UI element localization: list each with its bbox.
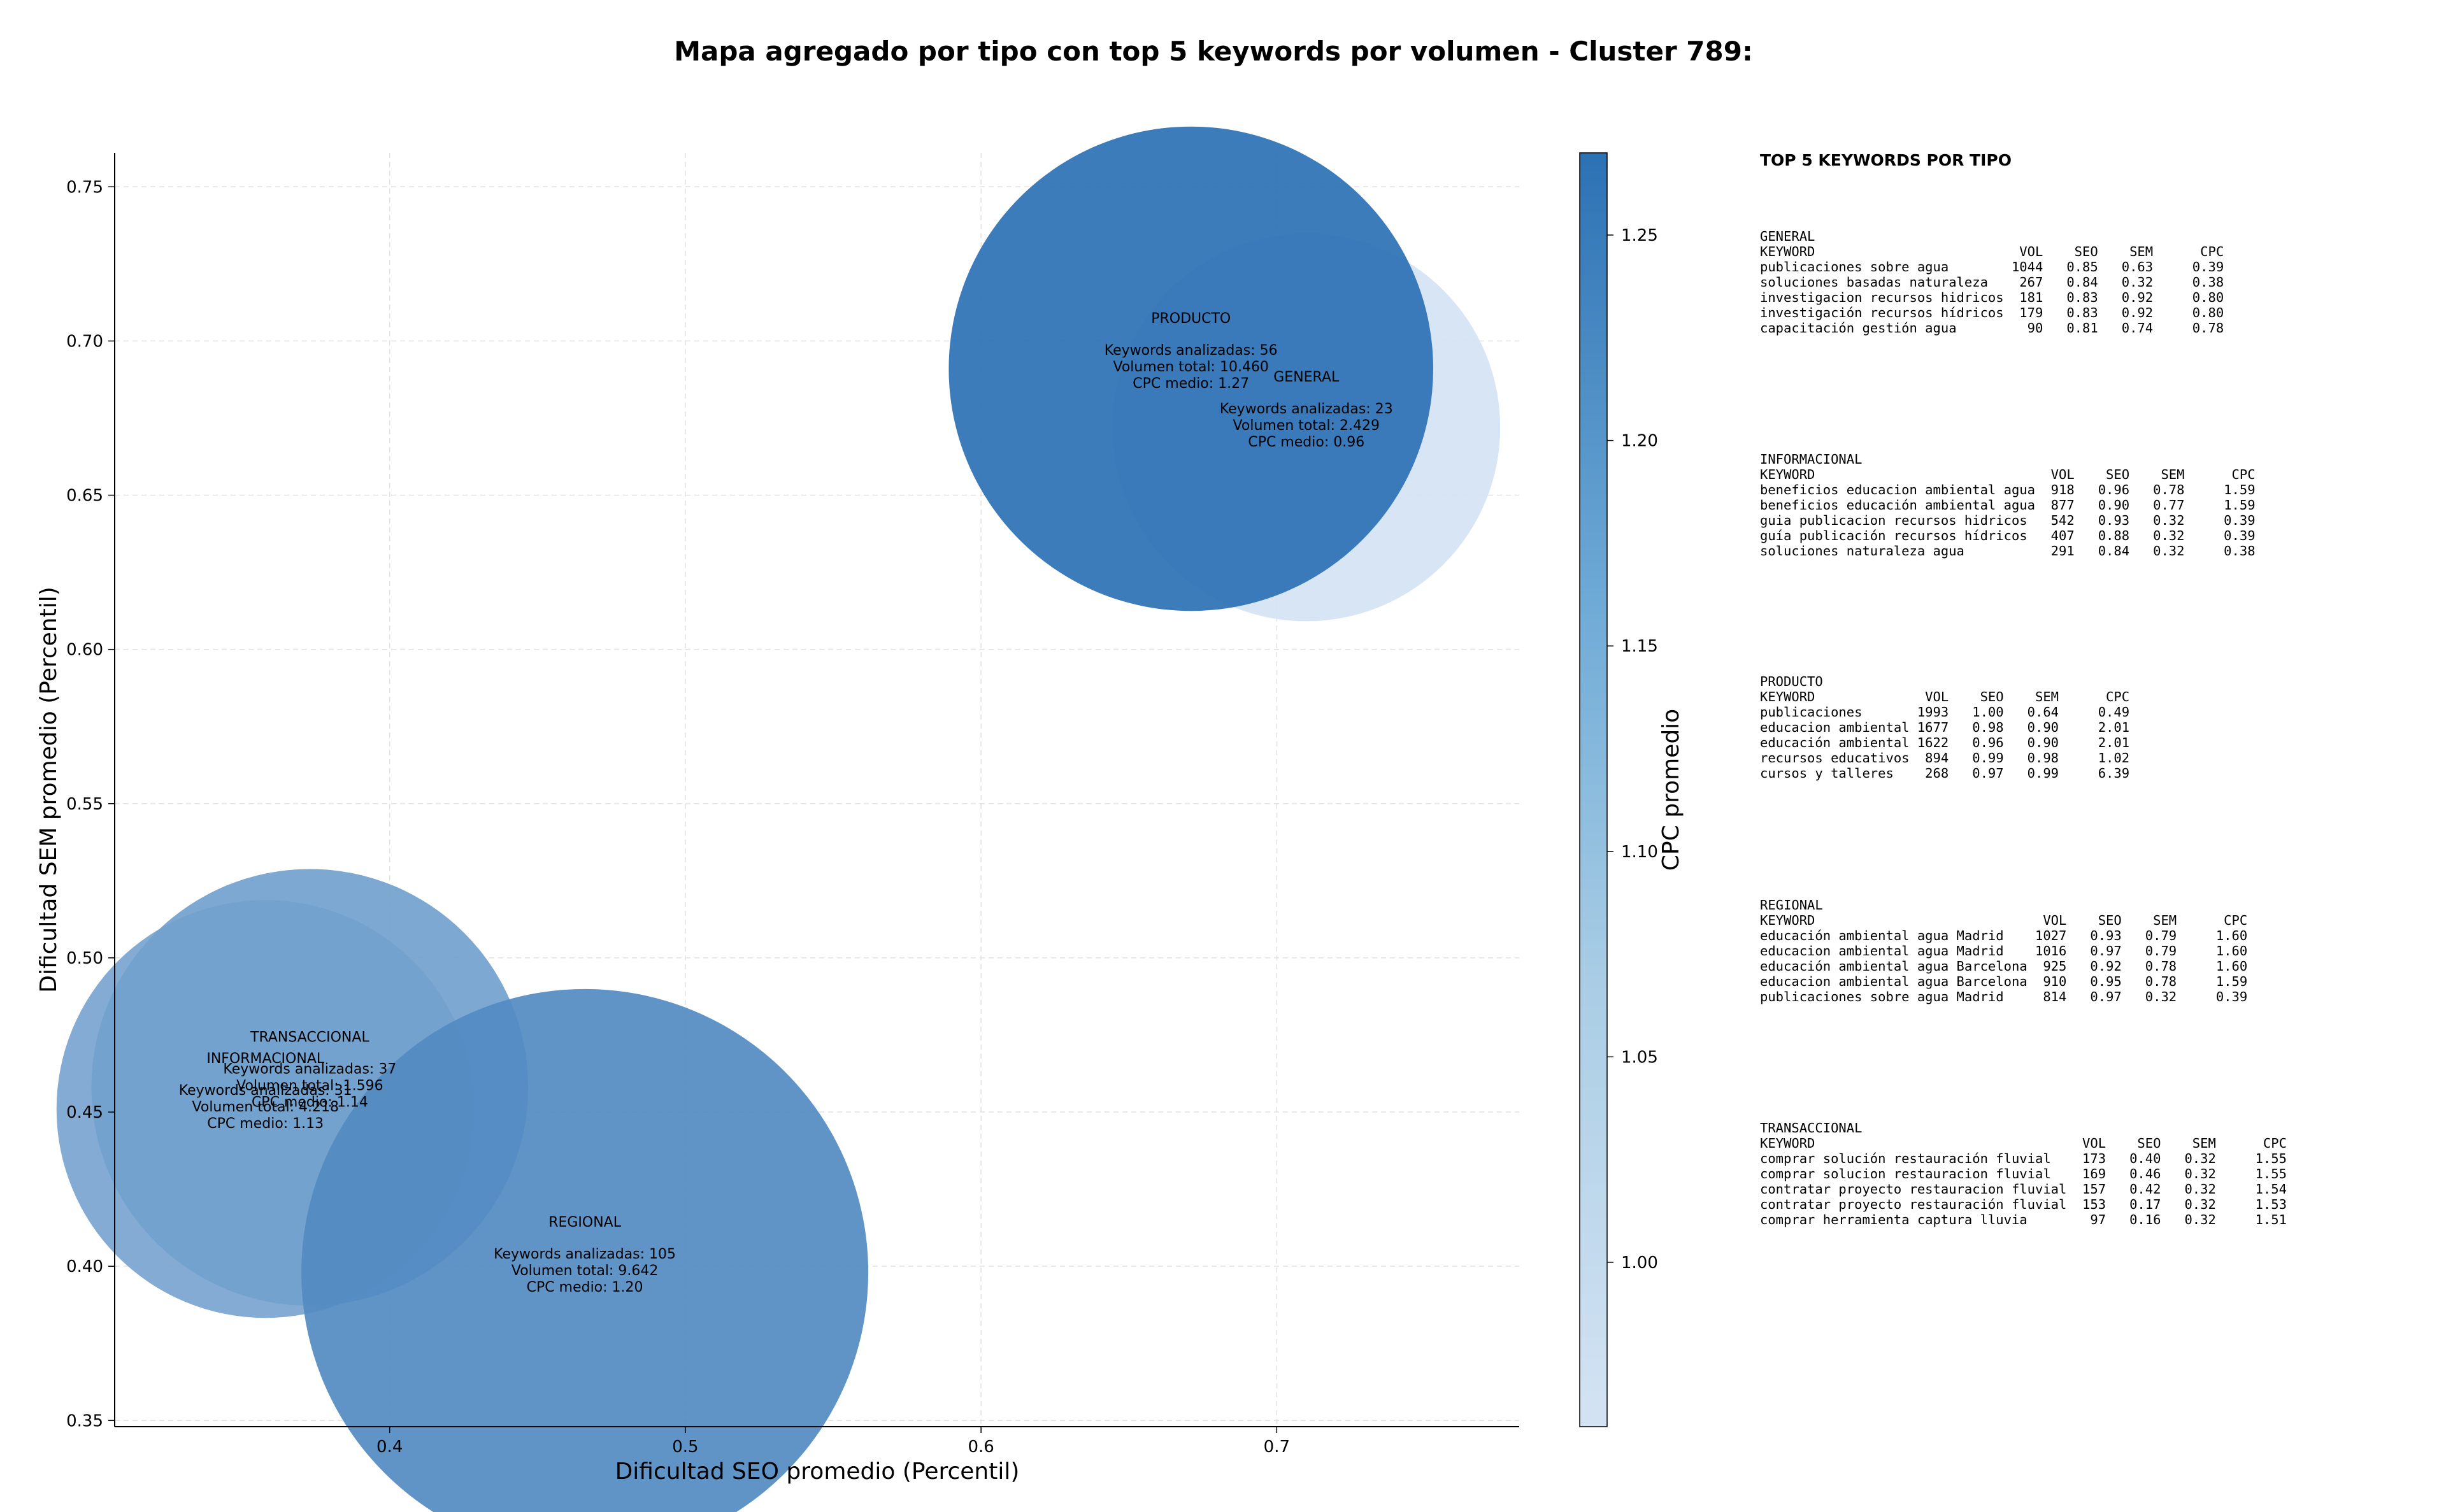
table-row: beneficios educacion ambiental agua 918 … bbox=[1760, 482, 2256, 497]
bubble-label-label: INFORMACIONAL bbox=[206, 1051, 325, 1067]
bubbles bbox=[56, 126, 1501, 1512]
table-row: comprar solución restauración fluvial 17… bbox=[1760, 1151, 2287, 1166]
table-row: educación ambiental 1622 0.96 0.90 2.01 bbox=[1760, 735, 2129, 750]
y-tick-label: 0.70 bbox=[66, 332, 103, 351]
table-row: comprar solucion restauracion fluvial 16… bbox=[1760, 1166, 2287, 1181]
table-header: KEYWORD VOL SEO SEM CPC bbox=[1760, 244, 2224, 259]
colorbar-tick-label: 1.10 bbox=[1621, 843, 1658, 862]
y-tick-label: 0.65 bbox=[66, 487, 103, 506]
bubble-label-label: REGIONAL bbox=[548, 1215, 622, 1230]
bubble-label-line-volume: Volumen total: 1.596 bbox=[236, 1078, 383, 1094]
colorbar-tick-label: 1.05 bbox=[1621, 1048, 1658, 1067]
table-row: guía publicación recursos hídricos 407 0… bbox=[1760, 528, 2256, 543]
y-tick-label: 0.50 bbox=[66, 949, 103, 968]
bubble-label-line-keywords: Keywords analizadas: 23 bbox=[1220, 401, 1393, 417]
table-row: comprar herramienta captura lluvia 97 0.… bbox=[1760, 1212, 2287, 1227]
colorbar-ticks: 1.00 1.05 1.10 1.15 1.20 1.25 bbox=[1607, 226, 1658, 1273]
colorbar-tick-label: 1.15 bbox=[1621, 637, 1658, 656]
table-row: soluciones basadas naturaleza 267 0.84 0… bbox=[1760, 275, 2224, 290]
table-row: educacion ambiental agua Barcelona 910 0… bbox=[1760, 974, 2247, 989]
table-row: educacion ambiental agua Madrid 1016 0.9… bbox=[1760, 943, 2247, 959]
y-tick-label: 0.55 bbox=[66, 795, 103, 814]
bubble-label-line-keywords: Keywords analizadas: 56 bbox=[1105, 343, 1278, 359]
bubble-label-line-cpc: CPC medio: 1.14 bbox=[252, 1094, 368, 1110]
x-axis-label: Dificultad SEO promedio (Percentil) bbox=[615, 1459, 1020, 1485]
colorbar-tick-label: 1.00 bbox=[1621, 1253, 1658, 1273]
colorbar-label: CPC promedio bbox=[1658, 709, 1684, 871]
table-row: contratar proyecto restauracion fluvial … bbox=[1760, 1181, 2287, 1197]
table-row: publicaciones sobre agua 1044 0.85 0.63 … bbox=[1760, 259, 2224, 275]
bubble-label-label: TRANSACCIONAL bbox=[250, 1029, 369, 1045]
table-group-name: REGIONAL bbox=[1760, 897, 1823, 913]
table-group-name: PRODUCTO bbox=[1760, 674, 1823, 689]
table-row: contratar proyecto restauración fluvial … bbox=[1760, 1197, 2287, 1212]
y-tick-label: 0.45 bbox=[66, 1103, 103, 1122]
x-tick-label: 0.4 bbox=[376, 1437, 403, 1457]
colorbar-tick-label: 1.25 bbox=[1621, 226, 1658, 245]
colorbar-tick-label: 1.20 bbox=[1621, 432, 1658, 451]
table-row: beneficios educación ambiental agua 877 … bbox=[1760, 497, 2256, 513]
table-group-name: TRANSACCIONAL bbox=[1760, 1120, 1862, 1136]
y-axis-label: Dificultad SEM promedio (Percentil) bbox=[36, 587, 62, 993]
bubble-label-line-keywords: Keywords analizadas: 31 bbox=[179, 1083, 352, 1099]
table-row: publicaciones sobre agua Madrid 814 0.97… bbox=[1760, 989, 2247, 1004]
bubble-label-line-keywords: Keywords analizadas: 105 bbox=[494, 1246, 676, 1262]
bubble-label-line-volume: Volumen total: 9.642 bbox=[511, 1263, 658, 1279]
table-row: educación ambiental agua Barcelona 925 0… bbox=[1760, 959, 2247, 974]
table-row: soluciones naturaleza agua 291 0.84 0.32… bbox=[1760, 543, 2256, 559]
bubble-regional bbox=[301, 989, 868, 1512]
table-row: educación ambiental agua Madrid 1027 0.9… bbox=[1760, 928, 2247, 943]
table-row: educacion ambiental 1677 0.98 0.90 2.01 bbox=[1760, 720, 2129, 735]
table-row: guia publicacion recursos hidricos 542 0… bbox=[1760, 513, 2256, 528]
x-tick-label: 0.7 bbox=[1264, 1437, 1290, 1457]
x-ticks: 0.4 0.5 0.6 0.7 bbox=[376, 1427, 1290, 1457]
bubble-label-line-volume: Volumen total: 2.429 bbox=[1233, 418, 1380, 434]
y-tick-label: 0.40 bbox=[66, 1257, 103, 1276]
table-header: KEYWORD VOL SEO SEM CPC bbox=[1760, 689, 2129, 704]
x-tick-label: 0.6 bbox=[968, 1437, 994, 1457]
table-row: capacitación gestión agua 90 0.81 0.74 0… bbox=[1760, 320, 2224, 336]
bubble-producto bbox=[948, 126, 1434, 611]
table-row: investigación recursos hídricos 179 0.83… bbox=[1760, 305, 2224, 320]
bubble-label-line-volume: Volumen total: 4.218 bbox=[192, 1099, 339, 1115]
table-group-name: GENERAL bbox=[1760, 229, 1815, 244]
bubble-label-line-volume: Volumen total: 10.460 bbox=[1113, 359, 1268, 375]
y-tick-label: 0.60 bbox=[66, 641, 103, 660]
colorbar bbox=[1579, 152, 1608, 1427]
y-ticks: 0.35 0.40 0.45 0.50 0.55 0.60 0.65 0.70 0.75 bbox=[66, 178, 115, 1430]
bubble-label-line-cpc: CPC medio: 1.13 bbox=[207, 1116, 324, 1132]
bubble-label-label: GENERAL bbox=[1273, 369, 1340, 385]
bubble-label-label: PRODUCTO bbox=[1151, 311, 1231, 327]
table-header: KEYWORD VOL SEO SEM CPC bbox=[1760, 467, 2256, 482]
x-tick-label: 0.5 bbox=[672, 1437, 698, 1457]
y-tick-label: 0.35 bbox=[66, 1411, 103, 1430]
bubble-label-line-cpc: CPC medio: 1.27 bbox=[1133, 376, 1249, 392]
chart-title: Mapa agregado por tipo con top 5 keyword… bbox=[674, 36, 1753, 67]
table-row: publicaciones 1993 1.00 0.64 0.49 bbox=[1760, 704, 2129, 720]
table-row: recursos educativos 894 0.99 0.98 1.02 bbox=[1760, 750, 2129, 766]
table-header: KEYWORD VOL SEO SEM CPC bbox=[1760, 1136, 2287, 1151]
bubble-label-line-cpc: CPC medio: 0.96 bbox=[1248, 434, 1364, 450]
y-tick-label: 0.75 bbox=[66, 178, 103, 197]
table-header: KEYWORD VOL SEO SEM CPC bbox=[1760, 913, 2247, 928]
table-group-name: INFORMACIONAL bbox=[1760, 452, 1862, 467]
table-row: investigacion recursos hidricos 181 0.83… bbox=[1760, 290, 2224, 305]
side-panel-title: TOP 5 KEYWORDS POR TIPO bbox=[1760, 151, 2012, 169]
bubble-label-line-cpc: CPC medio: 1.20 bbox=[527, 1280, 643, 1295]
bubble-label-line-keywords: Keywords analizadas: 37 bbox=[223, 1061, 396, 1077]
table-row: cursos y talleres 268 0.97 0.99 6.39 bbox=[1760, 766, 2129, 781]
